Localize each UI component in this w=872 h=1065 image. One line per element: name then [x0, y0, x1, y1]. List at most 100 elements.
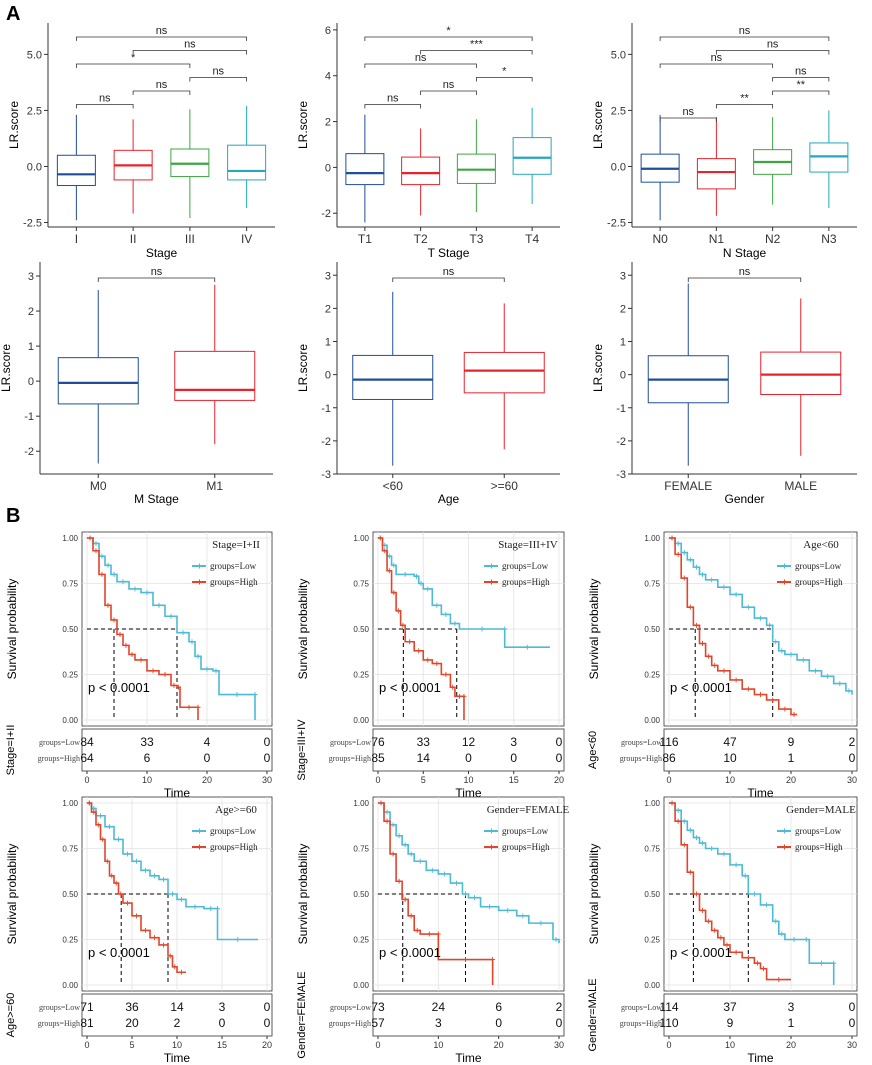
censor-mark	[408, 851, 414, 857]
censor-mark	[846, 688, 852, 694]
censor-mark	[125, 900, 130, 906]
panel-label-a: A	[6, 3, 20, 25]
x-tick-label: T4	[525, 232, 539, 246]
risk-count-high: 0	[219, 1016, 226, 1030]
significance-bracket: ns	[364, 52, 477, 68]
censor-mark	[538, 920, 544, 926]
significance-bracket: **	[772, 79, 830, 95]
risk-count-high: 3	[435, 1016, 442, 1030]
risk-row-label-high: groups=High	[620, 1019, 662, 1028]
legend: groups=Low groups=High	[192, 826, 258, 852]
risk-row-label-high: groups=High	[620, 754, 662, 763]
censor-mark	[706, 653, 712, 659]
risk-count-high: 0	[510, 751, 517, 765]
risk-row-label-low: groups=Low	[39, 738, 80, 747]
censor-mark	[462, 957, 468, 963]
x-tick-label: 20	[554, 775, 564, 785]
bracket-line	[132, 90, 191, 95]
censor-mark	[400, 622, 406, 628]
risk-table-frame	[372, 993, 565, 1037]
x-tick-label: 10	[142, 775, 152, 785]
x-axis-title: Age	[438, 492, 460, 506]
bracket-line	[659, 117, 717, 122]
censor-mark	[382, 548, 388, 554]
legend: groups=Low groups=High	[777, 561, 843, 587]
risk-count-high: 86	[662, 751, 676, 765]
censor-mark	[700, 907, 706, 913]
risk-count-low: 0	[264, 735, 271, 749]
significance-bracket: ns	[132, 79, 191, 95]
risk-row-label-high: groups=High	[329, 1019, 371, 1028]
box-N0	[640, 114, 680, 221]
legend-marker-low	[197, 828, 202, 834]
risk-table-strata-label: Gender=MALE	[587, 978, 599, 1051]
censor-mark	[675, 540, 681, 546]
box-T2	[401, 128, 441, 216]
risk-row-label-low: groups=Low	[39, 1003, 80, 1012]
censor-mark	[758, 692, 763, 698]
y-tick-label: -2	[321, 208, 331, 220]
censor-mark	[391, 590, 397, 596]
censor-mark	[418, 581, 424, 586]
censor-mark	[186, 704, 192, 710]
legend-marker-high	[782, 844, 787, 850]
risk-count-high: 0	[204, 751, 211, 765]
censor-mark	[390, 822, 396, 828]
y-tick-label: 1	[325, 337, 331, 349]
y-tick-label: 3	[28, 271, 34, 283]
risk-count-high: 0	[849, 1016, 856, 1030]
censor-mark	[402, 571, 408, 577]
risk-table-strata-label: Age>=60	[5, 993, 17, 1038]
legend-label-high: groups=High	[502, 842, 550, 852]
box-T3	[456, 119, 496, 213]
legend-label-low: groups=Low	[210, 826, 257, 836]
survival-km1: 0.00 0.25 0.50 0.75 1.00 Survival probability…	[5, 531, 273, 800]
risk-count-low: 71	[80, 1000, 94, 1014]
censor-mark	[138, 657, 144, 663]
risk-count-low: 33	[417, 735, 431, 749]
censor-mark	[132, 586, 138, 592]
risk-count-high: 0	[264, 751, 271, 765]
box-II	[113, 119, 153, 214]
y-tick-label: 0.00	[644, 716, 660, 725]
x-axis-title: Time	[164, 786, 191, 800]
x-tick-label: T3	[469, 232, 483, 246]
risk-count-low: 3	[219, 1000, 226, 1014]
censor-mark	[111, 617, 117, 623]
y-tick-label: -2.5	[23, 218, 42, 230]
risk-count-low: 9	[788, 735, 795, 749]
censor-mark	[764, 902, 770, 908]
y-axis-title: LR.score	[296, 344, 310, 392]
significance-label: ns	[156, 25, 168, 37]
censor-mark	[831, 960, 837, 966]
censor-mark	[754, 960, 760, 966]
censor-mark	[120, 579, 126, 585]
x-tick-label: 10	[463, 775, 473, 785]
significance-label: ns	[184, 39, 196, 51]
significance-bracket: ns	[687, 266, 802, 282]
censor-mark	[788, 651, 794, 657]
risk-table-frame	[81, 728, 273, 772]
risk-table-frame	[663, 993, 858, 1037]
x-axis-title: Time	[747, 1051, 774, 1065]
legend-marker-high	[197, 844, 202, 850]
censor-mark	[502, 626, 508, 632]
censor-mark	[791, 712, 797, 718]
censor-mark	[487, 904, 493, 910]
y-tick-label: 0.25	[644, 671, 660, 680]
y-tick-label: 1.00	[353, 799, 369, 808]
x-tick-label: 0	[375, 775, 380, 785]
censor-mark	[104, 858, 110, 864]
censor-mark	[168, 613, 174, 619]
significance-label: ns	[151, 266, 163, 278]
x-tick-label: 0	[375, 1040, 380, 1050]
censor-mark	[721, 851, 727, 857]
risk-row-label-high: groups=High	[38, 1019, 80, 1028]
x-axis-title: N Stage	[723, 246, 767, 260]
risk-count-high: 9	[727, 1016, 734, 1030]
x-tick-label: >=60	[491, 479, 519, 493]
censor-mark	[134, 858, 139, 864]
legend-marker-low	[197, 563, 202, 569]
censor-mark	[733, 677, 739, 683]
